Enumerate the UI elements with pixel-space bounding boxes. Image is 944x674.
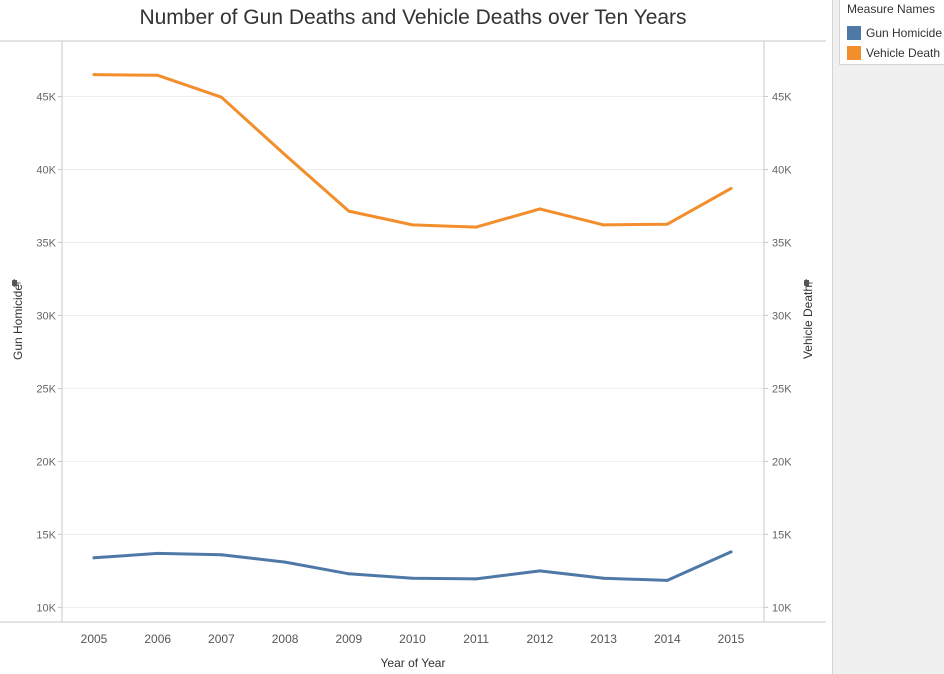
data-point-gun-homicide[interactable]	[411, 576, 414, 580]
y-tick-label-right: 10K	[772, 602, 792, 614]
chart-title: Number of Gun Deaths and Vehicle Deaths …	[139, 6, 687, 29]
y-tick-label-right: 25K	[772, 383, 792, 395]
x-tick-label: 2008	[272, 632, 299, 646]
x-tick-label: 2014	[654, 632, 681, 646]
left-axis-title-group: Gun Homicide	[11, 284, 25, 360]
y-tick-label-right: 15K	[772, 529, 792, 541]
y-tick-label-left: 20K	[36, 456, 56, 468]
data-point-gun-homicide[interactable]	[602, 576, 606, 580]
data-point-gun-homicide[interactable]	[347, 572, 351, 576]
data-point-gun-homicide[interactable]	[538, 569, 542, 573]
left-axis-ticks: 10K 15K 20K 25K 30K 35K 40K 45K	[36, 91, 62, 614]
data-point-gun-homicide[interactable]	[156, 551, 160, 555]
x-tick-label: 2009	[335, 632, 362, 646]
data-point-vehicle-death[interactable]	[411, 223, 414, 227]
x-axis-ticks: 2005 2006 2007 2008 2009 2010 2011 2012 2013 2014…	[81, 632, 745, 646]
chart-frame	[0, 40, 826, 623]
y-tick-label-right: 20K	[772, 456, 792, 468]
data-point-gun-homicide[interactable]	[283, 560, 287, 564]
data-point-vehicle-death[interactable]	[538, 207, 542, 211]
legend-item-gun-homicide[interactable]: Gun Homicide	[847, 25, 942, 41]
data-point-vehicle-death[interactable]	[92, 73, 96, 77]
x-tick-label: 2012	[527, 632, 554, 646]
legend-swatch-gun-homicide	[847, 26, 861, 40]
series-line-gun-homicide[interactable]	[92, 550, 733, 582]
y-tick-label-right: 30K	[772, 310, 792, 322]
legend-swatch-vehicle-death	[847, 46, 861, 60]
x-tick-label: 2006	[144, 632, 171, 646]
y-tick-label-right: 45K	[772, 91, 792, 103]
legend-item-vehicle-death[interactable]: Vehicle Death	[847, 45, 940, 61]
y-tick-label-right: 35K	[772, 237, 792, 249]
left-axis-label: Gun Homicide	[11, 284, 25, 360]
legend-title: Measure Names	[847, 2, 936, 16]
legend-label: Vehicle Death	[866, 46, 941, 60]
x-tick-label: 2011	[463, 632, 489, 646]
y-tick-label-left: 40K	[36, 164, 56, 176]
y-tick-label-left: 45K	[36, 91, 56, 103]
data-point-gun-homicide[interactable]	[474, 577, 478, 581]
y-tick-label-left: 35K	[36, 237, 56, 249]
data-point-vehicle-death[interactable]	[729, 186, 733, 190]
y-tick-label-left: 25K	[36, 383, 56, 395]
x-tick-label: 2005	[81, 632, 108, 646]
series-line-vehicle-death[interactable]	[92, 73, 733, 229]
data-point-vehicle-death[interactable]	[474, 225, 478, 229]
data-point-gun-homicide[interactable]	[219, 553, 223, 557]
pin-icon[interactable]	[804, 279, 813, 287]
data-point-gun-homicide[interactable]	[665, 578, 669, 582]
right-axis-label: Vehicle Death	[801, 285, 815, 359]
legend: Measure Names Gun Homicide Vehicle Death	[839, 0, 944, 65]
data-point-gun-homicide[interactable]	[729, 550, 733, 554]
line-chart: 10K 15K 20K 25K 30K 35K 40K 45K 10K 15K 20K 25K 30K…	[0, 40, 826, 670]
y-tick-label-left: 15K	[36, 529, 56, 541]
x-tick-label: 2007	[208, 632, 235, 646]
data-point-vehicle-death[interactable]	[665, 222, 669, 226]
x-tick-label: 2015	[718, 632, 745, 646]
right-axis-title-group: Vehicle Death	[801, 285, 815, 359]
y-tick-label-left: 10K	[36, 602, 56, 614]
series-lines	[92, 73, 733, 582]
data-point-vehicle-death[interactable]	[347, 209, 351, 213]
legend-label: Gun Homicide	[866, 26, 943, 40]
data-point-vehicle-death[interactable]	[219, 95, 223, 99]
right-axis-ticks: 10K 15K 20K 25K 30K 35K 40K 45K	[764, 91, 792, 614]
x-tick-label: 2013	[590, 632, 617, 646]
legend-panel: Measure Names Gun Homicide Vehicle Death	[832, 0, 944, 674]
data-point-gun-homicide[interactable]	[92, 556, 96, 560]
pin-icon[interactable]	[12, 279, 21, 287]
y-tick-label-right: 40K	[772, 164, 792, 176]
x-axis-label: Year of Year	[381, 656, 446, 670]
gridlines	[62, 95, 764, 608]
y-tick-label-left: 30K	[36, 310, 56, 322]
x-tick-label: 2010	[399, 632, 426, 646]
data-point-vehicle-death[interactable]	[156, 73, 160, 77]
data-point-vehicle-death[interactable]	[602, 223, 606, 227]
data-point-vehicle-death[interactable]	[283, 153, 287, 157]
